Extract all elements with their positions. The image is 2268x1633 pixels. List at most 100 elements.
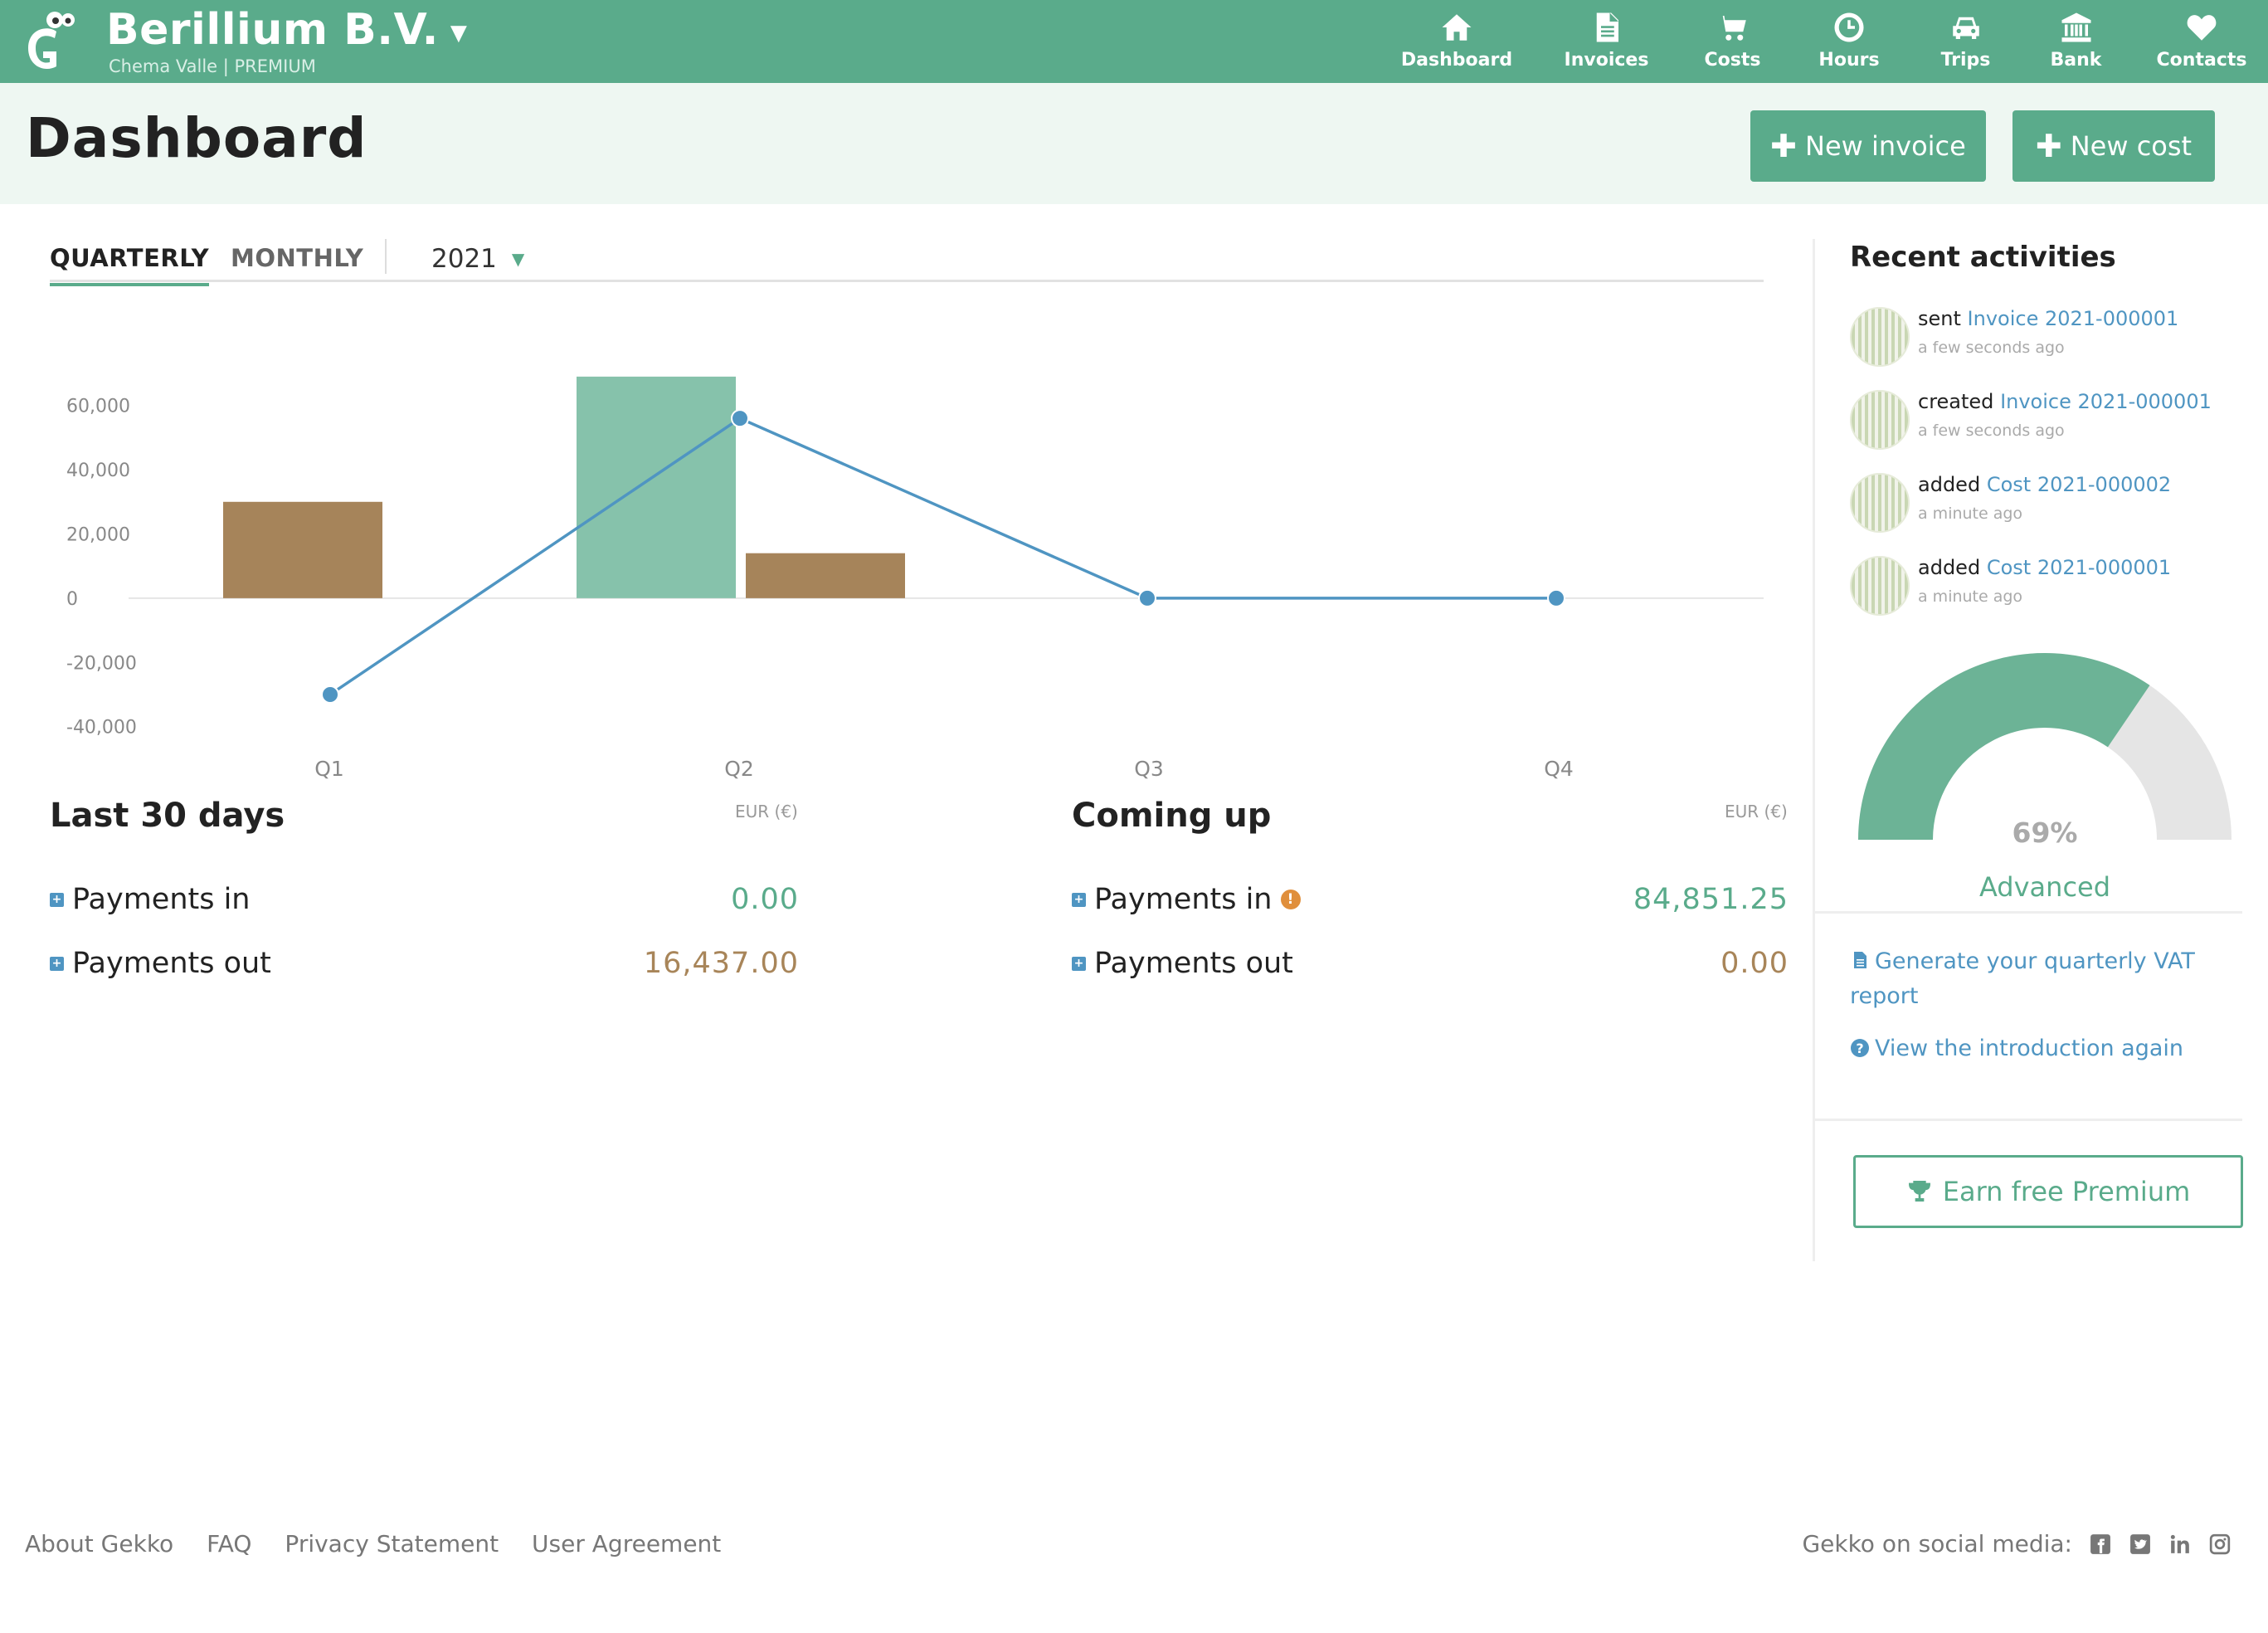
nav-label: Trips: [1940, 50, 1991, 71]
last30-payments-in[interactable]: + Payments in: [50, 883, 251, 916]
activity-time: a minute ago: [1918, 505, 2023, 523]
expand-icon: +: [1072, 956, 1086, 971]
coming-payments-out-amount: 0.00: [1720, 947, 1789, 980]
nav-label: Costs: [1704, 50, 1761, 71]
chart-series-line: [329, 417, 1556, 696]
caret-down-icon: ▼: [511, 249, 525, 269]
footer-link-agreement[interactable]: User Agreement: [532, 1530, 722, 1557]
chart-point: [321, 685, 339, 704]
earn-premium-button[interactable]: Earn free Premium: [1853, 1155, 2243, 1228]
gekko-logo-icon[interactable]: [23, 10, 75, 75]
activity-link[interactable]: Cost 2021-000002: [1986, 473, 2172, 496]
payments-out-label: Payments out: [1094, 947, 1293, 980]
activity-time: a few seconds ago: [1918, 422, 2065, 440]
avatar: [1850, 556, 1910, 616]
activity-item: added Cost 2021-000002 a minute ago: [1850, 470, 2248, 536]
activity-verb: created: [1918, 390, 1994, 413]
document-icon: [1854, 952, 1866, 968]
instagram-icon[interactable]: [2208, 1533, 2231, 1556]
activity-link[interactable]: Invoice 2021-000001: [1967, 307, 2179, 330]
x-tick-label: Q2: [724, 757, 754, 781]
nav-costs[interactable]: Costs: [1682, 0, 1784, 83]
tab-divider: [385, 239, 387, 274]
activity-item: created Invoice 2021-000001 a few second…: [1850, 387, 2248, 453]
activity-time: a minute ago: [1918, 587, 2023, 606]
top-navigation-bar: Berillium B.V. ▼ Chema Valle | PREMIUM D…: [0, 0, 2268, 83]
nav-contacts[interactable]: Contacts: [2135, 0, 2268, 83]
nav-hours[interactable]: Hours: [1784, 0, 1915, 83]
recent-activities-title: Recent activities: [1850, 241, 2116, 274]
tab-monthly[interactable]: MONTHLY: [231, 244, 364, 272]
activity-link[interactable]: Cost 2021-000001: [1986, 556, 2172, 579]
question-circle-icon: ?: [1851, 1039, 1869, 1057]
tab-quarterly[interactable]: QUARTERLY: [50, 244, 210, 286]
nav-invoices[interactable]: Invoices: [1531, 0, 1682, 83]
activity-time: a few seconds ago: [1918, 339, 2065, 357]
coming-title: Coming up: [1072, 797, 1272, 835]
coming-payments-in-amount: 84,851.25: [1633, 883, 1789, 916]
year-select[interactable]: 2021 ▼: [431, 244, 524, 274]
footer-link-faq[interactable]: FAQ: [207, 1530, 252, 1557]
last30-currency: EUR (€): [735, 802, 798, 821]
intro-link[interactable]: ? View the introduction again: [1850, 1031, 2223, 1066]
activity-link[interactable]: Invoice 2021-000001: [2000, 390, 2212, 413]
activity-item: sent Invoice 2021-000001 a few seconds a…: [1850, 304, 2248, 370]
sidebar-separator: [1815, 911, 2242, 914]
coming-currency: EUR (€): [1725, 802, 1788, 821]
x-tick-label: Q1: [314, 757, 344, 781]
avatar: [1850, 307, 1910, 367]
gauge-fill: [1858, 653, 2150, 840]
payments-in-label: Payments in: [1094, 883, 1273, 916]
sidebar-separator: [1815, 1119, 2242, 1121]
plus-icon: ✚: [1770, 128, 1797, 164]
main-nav: Dashboard Invoices Costs Hours Trips Ban…: [1382, 0, 2268, 83]
cart-icon: [1718, 16, 1746, 41]
social-label: Gekko on social media:: [1802, 1530, 2072, 1557]
activity-text: created Invoice 2021-000001: [1918, 390, 2212, 413]
footer-links: About Gekko FAQ Privacy Statement User A…: [25, 1530, 721, 1557]
company-switcher[interactable]: Berillium B.V. ▼: [106, 5, 467, 55]
new-invoice-label: New invoice: [1805, 130, 1966, 162]
new-cost-button[interactable]: ✚ New cost: [2012, 110, 2215, 182]
heart-icon: [2187, 15, 2217, 41]
bank-icon: [2061, 12, 2090, 42]
expand-icon: +: [50, 956, 64, 971]
activity-text: added Cost 2021-000002: [1918, 473, 2171, 496]
warning-icon[interactable]: !: [1280, 890, 1301, 909]
y-tick-label: 40,000: [66, 461, 130, 481]
svg-text:?: ?: [1856, 1041, 1863, 1056]
twitter-icon[interactable]: [2129, 1533, 2152, 1556]
footer-link-privacy[interactable]: Privacy Statement: [285, 1530, 499, 1557]
nav-bank[interactable]: Bank: [2017, 0, 2135, 83]
x-tick-label: Q4: [1544, 757, 1574, 781]
document-icon: [1596, 12, 1618, 42]
nav-label: Hours: [1818, 50, 1880, 71]
sidebar-divider: [1813, 239, 1815, 1261]
nav-label: Bank: [2050, 50, 2102, 71]
company-name: Berillium B.V.: [106, 5, 439, 55]
user-plan-subline: Chema Valle | PREMIUM: [109, 56, 316, 76]
chart-bar: [746, 553, 905, 598]
chart-bar: [577, 376, 736, 598]
vat-report-label: Generate your quarterly VAT report: [1850, 948, 2195, 1009]
caret-down-icon: ▼: [450, 21, 468, 46]
nav-dashboard[interactable]: Dashboard: [1382, 0, 1531, 83]
payments-out-label: Payments out: [72, 947, 271, 980]
activity-text: added Cost 2021-000001: [1918, 556, 2171, 579]
nav-trips[interactable]: Trips: [1915, 0, 2017, 83]
activity-text: sent Invoice 2021-000001: [1918, 307, 2178, 330]
expand-icon: +: [50, 892, 64, 907]
y-tick-label: 20,000: [66, 524, 130, 545]
facebook-icon[interactable]: [2089, 1533, 2112, 1556]
footer-link-about[interactable]: About Gekko: [25, 1530, 174, 1557]
gauge-level: Advanced: [1978, 871, 2111, 903]
page-title: Dashboard: [26, 106, 367, 170]
new-invoice-button[interactable]: ✚ New invoice: [1750, 110, 1986, 182]
last30-payments-out[interactable]: + Payments out: [50, 947, 271, 980]
coming-payments-in[interactable]: + Payments in !: [1072, 883, 1301, 916]
linkedin-icon[interactable]: [2168, 1533, 2192, 1556]
vat-report-link[interactable]: Generate your quarterly VAT report: [1850, 944, 2223, 1014]
coming-payments-out[interactable]: + Payments out: [1072, 947, 1293, 980]
expand-icon: +: [1072, 892, 1086, 907]
chart-point: [731, 409, 749, 428]
